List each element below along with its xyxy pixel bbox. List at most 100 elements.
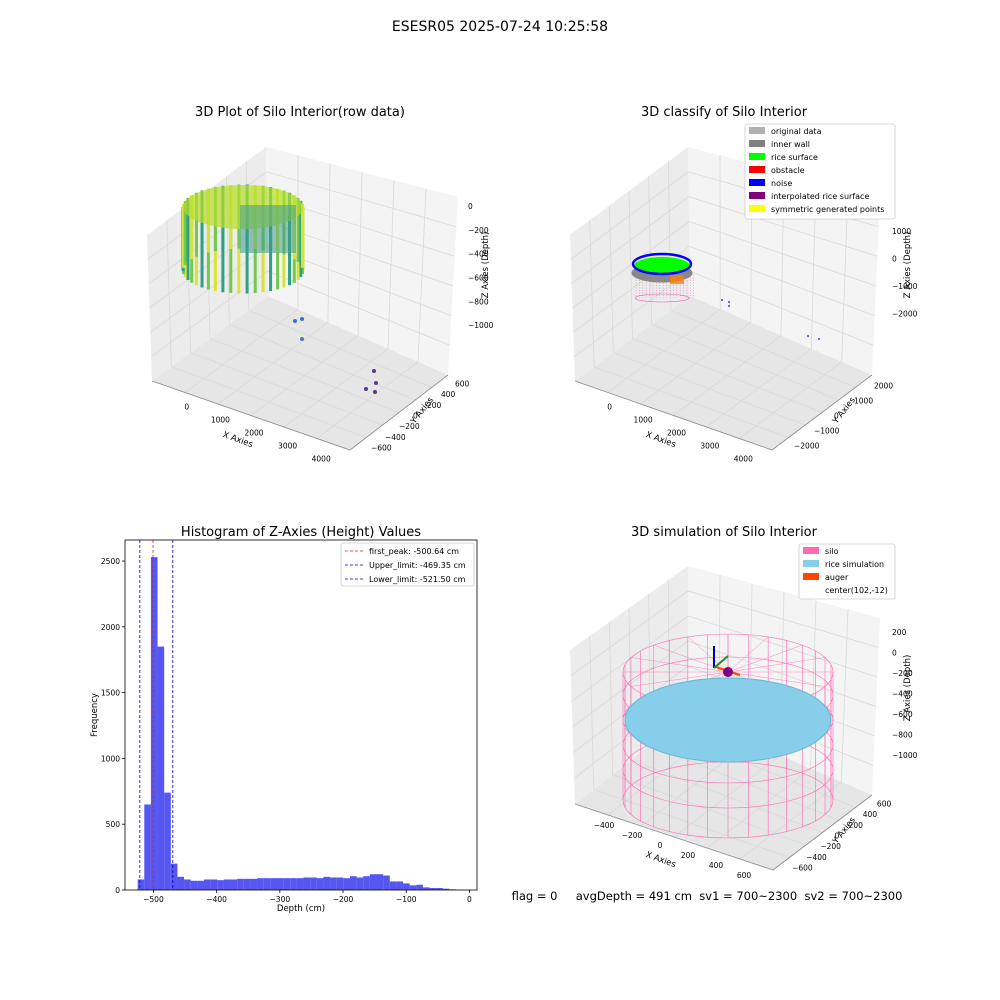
hist-legend: first_peak: -500.64 cm Upper_limit: -469.… (340, 542, 475, 587)
cls-z-axis-label: Z Axies (Depth) (903, 232, 913, 299)
histogram-bar (257, 878, 264, 890)
silo-wire-spoke (727, 636, 769, 673)
cls-z-tick: 1000 (892, 227, 911, 236)
sim-z-tick: −600 (892, 710, 913, 719)
sim-legend-label: rice simulation (825, 560, 884, 569)
sim-x-tick: 0 (658, 841, 663, 850)
sim-z-tick: −400 (892, 690, 913, 699)
cls-axis-lines (574, 374, 873, 451)
cls-grid-z (571, 196, 878, 285)
cls-interpolated-base (634, 293, 690, 303)
silo-wire-spoke (727, 671, 826, 687)
sim-x-tick: 400 (709, 861, 724, 870)
sim-legend-box (798, 543, 896, 600)
histogram-bar (310, 877, 317, 890)
raw-outlier-point (300, 317, 304, 321)
cls-legend-swatch (749, 179, 765, 186)
histogram-bar (389, 881, 397, 890)
cls-legend-label: obstacle (771, 166, 805, 175)
histogram-bar (184, 879, 191, 890)
raw-grid-x (316, 188, 427, 439)
sim-x-tick: 600 (737, 871, 752, 880)
cls-y-tick: 1000 (854, 397, 873, 406)
hist-y-tick-label: 500 (106, 820, 121, 829)
histogram-bar (203, 879, 211, 890)
histogram-bar (436, 888, 443, 890)
silo-wire-spoke (727, 644, 803, 673)
cls-y-tick: −2000 (794, 442, 820, 451)
sim-y-tick: 400 (863, 810, 878, 819)
histogram-bar (323, 876, 331, 890)
sim-grid-z (570, 590, 879, 677)
silo-wire-spoke (630, 657, 729, 673)
histogram-bar (270, 878, 277, 890)
histogram-bar (316, 878, 324, 890)
panel-simulation-title: 3D simulation of Silo Interior (631, 525, 818, 540)
hist-y-tick-label: 1500 (101, 689, 120, 698)
hist-legend-label: Upper_limit: -469.35 cm (369, 561, 466, 570)
sim-y-tick: −200 (820, 842, 841, 851)
hist-x-axis-label: Depth (cm) (277, 904, 325, 914)
cls-legend-swatch (749, 153, 765, 160)
histogram-bar (223, 879, 231, 890)
axis-marker-y (713, 655, 729, 669)
raw-outlier-point (300, 337, 304, 341)
cls-legend-swatch (749, 205, 765, 212)
raw-grid-y (248, 309, 432, 388)
histogram-bar (369, 874, 377, 890)
raw-y-tick: −600 (371, 444, 392, 453)
cls-noise-point (818, 338, 820, 340)
histogram-bar (330, 877, 337, 890)
raw-y-tick: 200 (427, 401, 442, 410)
panel-histogram: Histogram of Z-Axies (Height) Values −50… (90, 525, 478, 914)
histogram-bar (164, 792, 171, 890)
histogram-bar (290, 878, 297, 890)
raw-x-tick: 4000 (312, 455, 331, 464)
silo-wire-spoke (630, 671, 729, 687)
raw-outlier-point (293, 319, 297, 323)
sim-floor-pane (575, 716, 872, 870)
panel-classify-3d: 3D classify of Silo Interior 01000200030… (570, 105, 918, 464)
cls-noise-point (728, 301, 730, 303)
sim-z-tick: 0 (892, 649, 897, 658)
sim-axis-lines (574, 794, 873, 871)
raw-z-tick: −600 (468, 273, 489, 282)
hist-x-tick-label: 0 (467, 895, 472, 904)
histogram-bar (157, 646, 165, 890)
raw-z-tick: −1000 (468, 321, 494, 330)
sim-y-tick: 0 (835, 832, 840, 841)
raw-x-tick: 2000 (244, 429, 263, 438)
histogram-bar (429, 888, 437, 890)
hist-x-tick-label: −200 (333, 895, 354, 904)
hist-legend-label: Lower_limit: -521.50 cm (369, 575, 466, 584)
cls-legend-swatch (749, 127, 765, 134)
sim-y-tick: −600 (792, 864, 813, 873)
raw-outlier-point (374, 381, 378, 385)
hist-x-tick-label: −300 (270, 895, 291, 904)
sim-legend-swatch (803, 560, 819, 567)
cls-legend-label: noise (771, 179, 792, 188)
cls-x-tick: 4000 (734, 455, 753, 464)
histogram-bar (403, 883, 410, 890)
histogram-bar (396, 881, 404, 890)
cls-left-pane (570, 147, 690, 381)
sim-x-axis-label: X Axies (644, 850, 677, 870)
cls-legend-label: original data (771, 127, 822, 136)
histogram-bar (210, 879, 218, 890)
hist-y-tick-label: 2500 (101, 557, 120, 566)
histogram-title: Histogram of Z-Axies (Height) Values (181, 525, 421, 540)
histogram-bar (276, 878, 284, 890)
histogram-bar (303, 877, 311, 890)
cls-x-tick: 3000 (700, 442, 719, 451)
panel-simulation-3d: 3D simulation of Silo Interior −400−2000… (570, 525, 918, 880)
cls-noise-point (728, 305, 730, 307)
sim-z-tick: −1000 (892, 751, 918, 760)
sim-z-tick: −800 (892, 730, 913, 739)
cls-grid-x (738, 188, 849, 439)
raw-y-tick: −400 (385, 433, 406, 442)
cls-grid-y (670, 309, 856, 388)
sim-legend-label: silo (825, 547, 839, 556)
sim-y-tick: 600 (877, 799, 892, 808)
panel-raw-title: 3D Plot of Silo Interior(row data) (195, 105, 405, 120)
raw-outlier-point (372, 369, 376, 373)
